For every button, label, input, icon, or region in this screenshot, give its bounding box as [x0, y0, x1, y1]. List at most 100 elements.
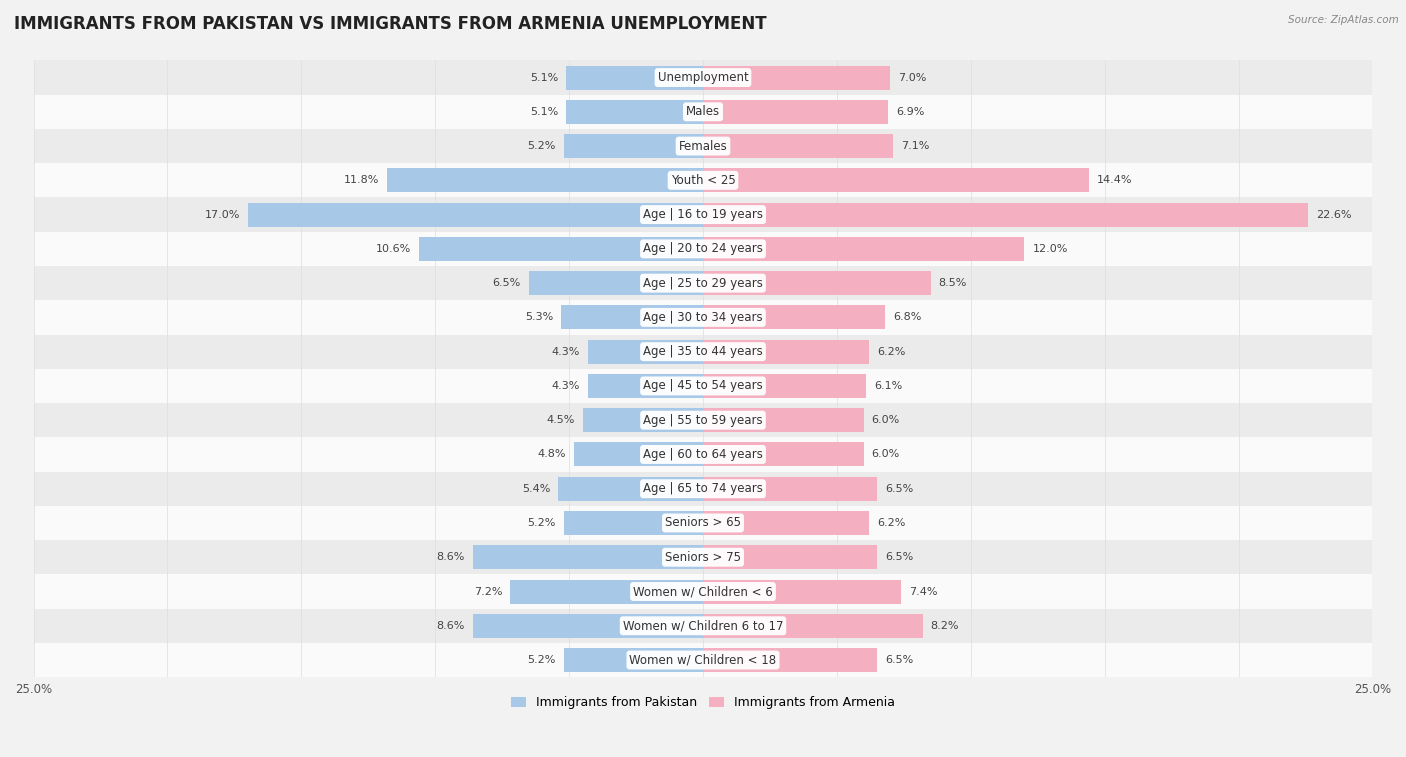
Bar	[703, 648, 877, 672]
Bar	[472, 545, 703, 569]
Bar	[247, 203, 703, 226]
Text: 12.0%: 12.0%	[1032, 244, 1067, 254]
Text: Women w/ Children < 6: Women w/ Children < 6	[633, 585, 773, 598]
Bar	[703, 374, 866, 398]
Bar	[703, 305, 886, 329]
Bar	[561, 305, 703, 329]
Text: 6.9%: 6.9%	[896, 107, 924, 117]
Text: 8.6%: 8.6%	[436, 553, 464, 562]
Text: 6.0%: 6.0%	[872, 415, 900, 425]
Bar	[34, 61, 1372, 95]
Bar	[564, 648, 703, 672]
Text: 5.4%: 5.4%	[522, 484, 550, 494]
Bar	[703, 408, 863, 432]
Bar	[34, 575, 1372, 609]
Text: 5.3%: 5.3%	[524, 313, 553, 322]
Bar	[34, 164, 1372, 198]
Text: Age | 55 to 59 years: Age | 55 to 59 years	[643, 413, 763, 427]
Bar	[34, 369, 1372, 403]
Text: 14.4%: 14.4%	[1097, 176, 1132, 185]
Text: 5.2%: 5.2%	[527, 518, 555, 528]
Bar	[703, 545, 877, 569]
Bar	[703, 477, 877, 500]
Bar	[419, 237, 703, 261]
Text: 8.2%: 8.2%	[931, 621, 959, 631]
Text: 17.0%: 17.0%	[204, 210, 240, 220]
Bar	[703, 340, 869, 363]
Text: 8.6%: 8.6%	[436, 621, 464, 631]
Text: 7.2%: 7.2%	[474, 587, 502, 597]
Bar	[34, 609, 1372, 643]
Bar	[703, 66, 890, 89]
Bar	[567, 100, 703, 124]
Text: 6.2%: 6.2%	[877, 347, 905, 357]
Text: 5.1%: 5.1%	[530, 107, 558, 117]
Bar	[529, 271, 703, 295]
Text: 4.3%: 4.3%	[551, 381, 579, 391]
Bar	[588, 340, 703, 363]
Text: 6.5%: 6.5%	[886, 655, 914, 665]
Text: Youth < 25: Youth < 25	[671, 174, 735, 187]
Text: 6.1%: 6.1%	[875, 381, 903, 391]
Bar	[510, 580, 703, 603]
Text: Age | 20 to 24 years: Age | 20 to 24 years	[643, 242, 763, 255]
Bar	[34, 403, 1372, 438]
Bar	[34, 301, 1372, 335]
Text: Males: Males	[686, 105, 720, 118]
Bar	[703, 203, 1308, 226]
Bar	[34, 232, 1372, 266]
Legend: Immigrants from Pakistan, Immigrants from Armenia: Immigrants from Pakistan, Immigrants fro…	[506, 691, 900, 714]
Bar	[703, 511, 869, 535]
Text: 6.8%: 6.8%	[893, 313, 921, 322]
Bar	[703, 580, 901, 603]
Text: Age | 25 to 29 years: Age | 25 to 29 years	[643, 276, 763, 290]
Bar	[34, 95, 1372, 129]
Text: Age | 16 to 19 years: Age | 16 to 19 years	[643, 208, 763, 221]
Text: 6.5%: 6.5%	[492, 278, 520, 288]
Text: 7.1%: 7.1%	[901, 141, 929, 151]
Text: 7.4%: 7.4%	[910, 587, 938, 597]
Text: Unemployment: Unemployment	[658, 71, 748, 84]
Bar	[34, 198, 1372, 232]
Bar	[34, 472, 1372, 506]
Text: Age | 65 to 74 years: Age | 65 to 74 years	[643, 482, 763, 495]
Bar	[34, 438, 1372, 472]
Text: 6.5%: 6.5%	[886, 484, 914, 494]
Bar	[387, 168, 703, 192]
Bar	[703, 168, 1088, 192]
Bar	[564, 511, 703, 535]
Text: 22.6%: 22.6%	[1316, 210, 1351, 220]
Text: 11.8%: 11.8%	[343, 176, 380, 185]
Bar	[558, 477, 703, 500]
Bar	[34, 540, 1372, 575]
Text: Women w/ Children < 18: Women w/ Children < 18	[630, 653, 776, 666]
Text: Source: ZipAtlas.com: Source: ZipAtlas.com	[1288, 15, 1399, 25]
Bar	[703, 442, 863, 466]
Text: Women w/ Children 6 to 17: Women w/ Children 6 to 17	[623, 619, 783, 632]
Bar	[575, 442, 703, 466]
Bar	[567, 66, 703, 89]
Text: IMMIGRANTS FROM PAKISTAN VS IMMIGRANTS FROM ARMENIA UNEMPLOYMENT: IMMIGRANTS FROM PAKISTAN VS IMMIGRANTS F…	[14, 15, 766, 33]
Text: Seniors > 65: Seniors > 65	[665, 516, 741, 529]
Text: 5.2%: 5.2%	[527, 655, 555, 665]
Bar	[703, 614, 922, 637]
Text: Females: Females	[679, 139, 727, 153]
Text: Seniors > 75: Seniors > 75	[665, 551, 741, 564]
Text: 7.0%: 7.0%	[898, 73, 927, 83]
Text: 4.3%: 4.3%	[551, 347, 579, 357]
Bar	[34, 643, 1372, 678]
Text: 4.5%: 4.5%	[546, 415, 575, 425]
Text: 8.5%: 8.5%	[939, 278, 967, 288]
Text: 10.6%: 10.6%	[375, 244, 411, 254]
Text: 5.2%: 5.2%	[527, 141, 555, 151]
Bar	[703, 271, 931, 295]
Bar	[34, 129, 1372, 164]
Text: 6.2%: 6.2%	[877, 518, 905, 528]
Bar	[703, 100, 887, 124]
Bar	[582, 408, 703, 432]
Text: Age | 35 to 44 years: Age | 35 to 44 years	[643, 345, 763, 358]
Text: 4.8%: 4.8%	[538, 450, 567, 459]
Text: 6.5%: 6.5%	[886, 553, 914, 562]
Text: 6.0%: 6.0%	[872, 450, 900, 459]
Bar	[472, 614, 703, 637]
